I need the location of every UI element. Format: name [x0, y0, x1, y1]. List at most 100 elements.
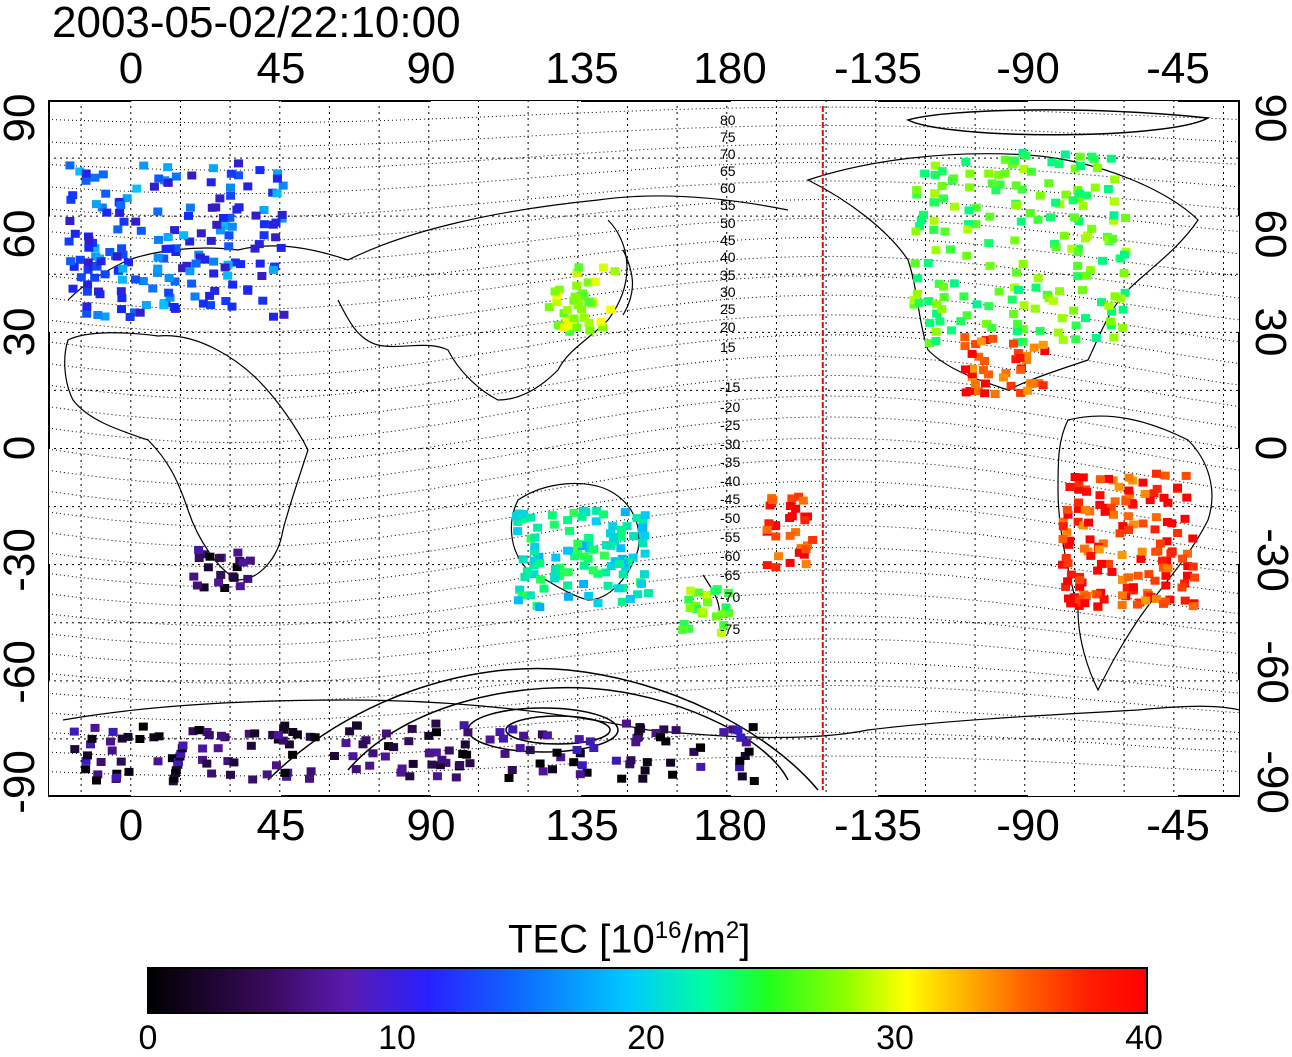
tec-cell: [230, 258, 240, 267]
tec-cell: [1082, 487, 1092, 496]
tec-cell: [214, 578, 224, 587]
tec-cell: [273, 735, 283, 744]
y-tick-left: 30: [0, 307, 44, 357]
tec-cell: [1073, 261, 1083, 270]
tec-cell: [228, 280, 238, 289]
tec-cell: [949, 174, 959, 183]
tec-cell: [659, 725, 669, 734]
tec-cell: [1048, 296, 1058, 305]
tec-cell: [939, 282, 949, 291]
tec-cell: [801, 560, 811, 569]
tec-cell: [424, 749, 434, 758]
tec-cell: [171, 766, 181, 775]
tec-cell: [465, 759, 475, 768]
tec-cell: [1066, 599, 1076, 608]
tec-cell: [573, 539, 583, 548]
tec-cell: [684, 595, 694, 604]
tec-cell: [721, 603, 731, 612]
tec-cell: [569, 758, 579, 767]
y-tick-right: 30: [1246, 307, 1292, 357]
tec-cell: [277, 210, 287, 219]
tec-cell: [637, 579, 646, 588]
tec-cell: [573, 296, 583, 305]
tec-cell: [1114, 482, 1124, 491]
tec-cell: [444, 746, 454, 755]
tec-cell: [629, 532, 639, 541]
tec-cell: [593, 599, 603, 607]
contour-line: [48, 125, 1240, 147]
tec-cell: [984, 169, 994, 178]
tec-cell: [572, 323, 582, 332]
tec-cell: [963, 225, 973, 234]
tec-cell: [526, 513, 536, 522]
tec-cell: [178, 264, 188, 273]
contour-label: 50: [720, 215, 736, 231]
tec-cell: [1152, 484, 1162, 493]
tec-cell: [83, 280, 93, 289]
tec-cell: [589, 744, 599, 752]
tec-cell: [1158, 556, 1167, 565]
x-tick-bottom: 180: [693, 801, 767, 850]
tec-cell: [573, 301, 583, 309]
tec-cell: [83, 265, 93, 274]
tec-cell: [970, 380, 980, 389]
tec-cell: [1151, 513, 1161, 522]
contour-line: [48, 217, 1240, 265]
tec-cell: [455, 761, 465, 769]
y-tick-left: -60: [0, 640, 44, 704]
tec-cell: [115, 208, 125, 217]
tec-cell: [236, 260, 246, 269]
colorbar: [147, 967, 1148, 1014]
tec-cell: [740, 752, 750, 760]
tec-cell: [179, 231, 189, 240]
tec-cell: [923, 258, 933, 267]
tec-cell: [962, 251, 972, 260]
tec-cell: [176, 749, 186, 758]
tec-cell: [552, 748, 562, 757]
tec-cell: [785, 514, 795, 522]
tec-cell: [292, 730, 302, 739]
tec-cell: [81, 756, 91, 765]
tec-cell: [791, 504, 801, 513]
tec-cell: [529, 570, 539, 579]
tec-cell: [794, 548, 804, 557]
tec-cell: [1035, 326, 1045, 335]
tec-cell: [238, 558, 248, 567]
colorbar-label-exp: 16: [654, 917, 682, 944]
tec-cell: [198, 744, 208, 753]
tec-cell: [550, 574, 560, 583]
tec-cell: [671, 726, 681, 735]
tec-cell: [204, 731, 214, 740]
tec-cell: [520, 572, 530, 581]
tec-cell: [563, 581, 573, 590]
tec-cell: [678, 625, 688, 634]
y-tick-right: -60: [1248, 640, 1292, 704]
tec-cell: [116, 287, 126, 296]
tec-cell: [679, 619, 689, 628]
tec-cell: [771, 563, 781, 572]
tec-cell: [579, 561, 589, 570]
x-tick-top: 180: [693, 44, 767, 93]
tec-cell: [218, 214, 228, 222]
tec-cell: [1062, 528, 1072, 537]
tec-cell: [1079, 521, 1088, 530]
tec-cell: [1011, 181, 1021, 190]
tec-cell: [724, 608, 734, 617]
tec-cell: [234, 171, 243, 180]
tec-cell: [86, 740, 95, 749]
tec-cell: [785, 502, 795, 510]
tec-cell: [1155, 539, 1165, 548]
tec-cell: [198, 299, 208, 308]
tec-cell: [125, 313, 135, 321]
tec-cell: [539, 584, 549, 593]
tec-cell: [1012, 201, 1022, 209]
tec-cell: [608, 533, 618, 541]
tec-cell: [1073, 504, 1083, 513]
tec-cell: [243, 285, 253, 294]
tec-cell: [1104, 301, 1114, 310]
tec-cell: [796, 544, 806, 553]
tec-cell: [912, 186, 922, 194]
tec-cell: [529, 561, 539, 570]
tec-cell: [458, 750, 468, 758]
tec-cell: [269, 312, 278, 321]
